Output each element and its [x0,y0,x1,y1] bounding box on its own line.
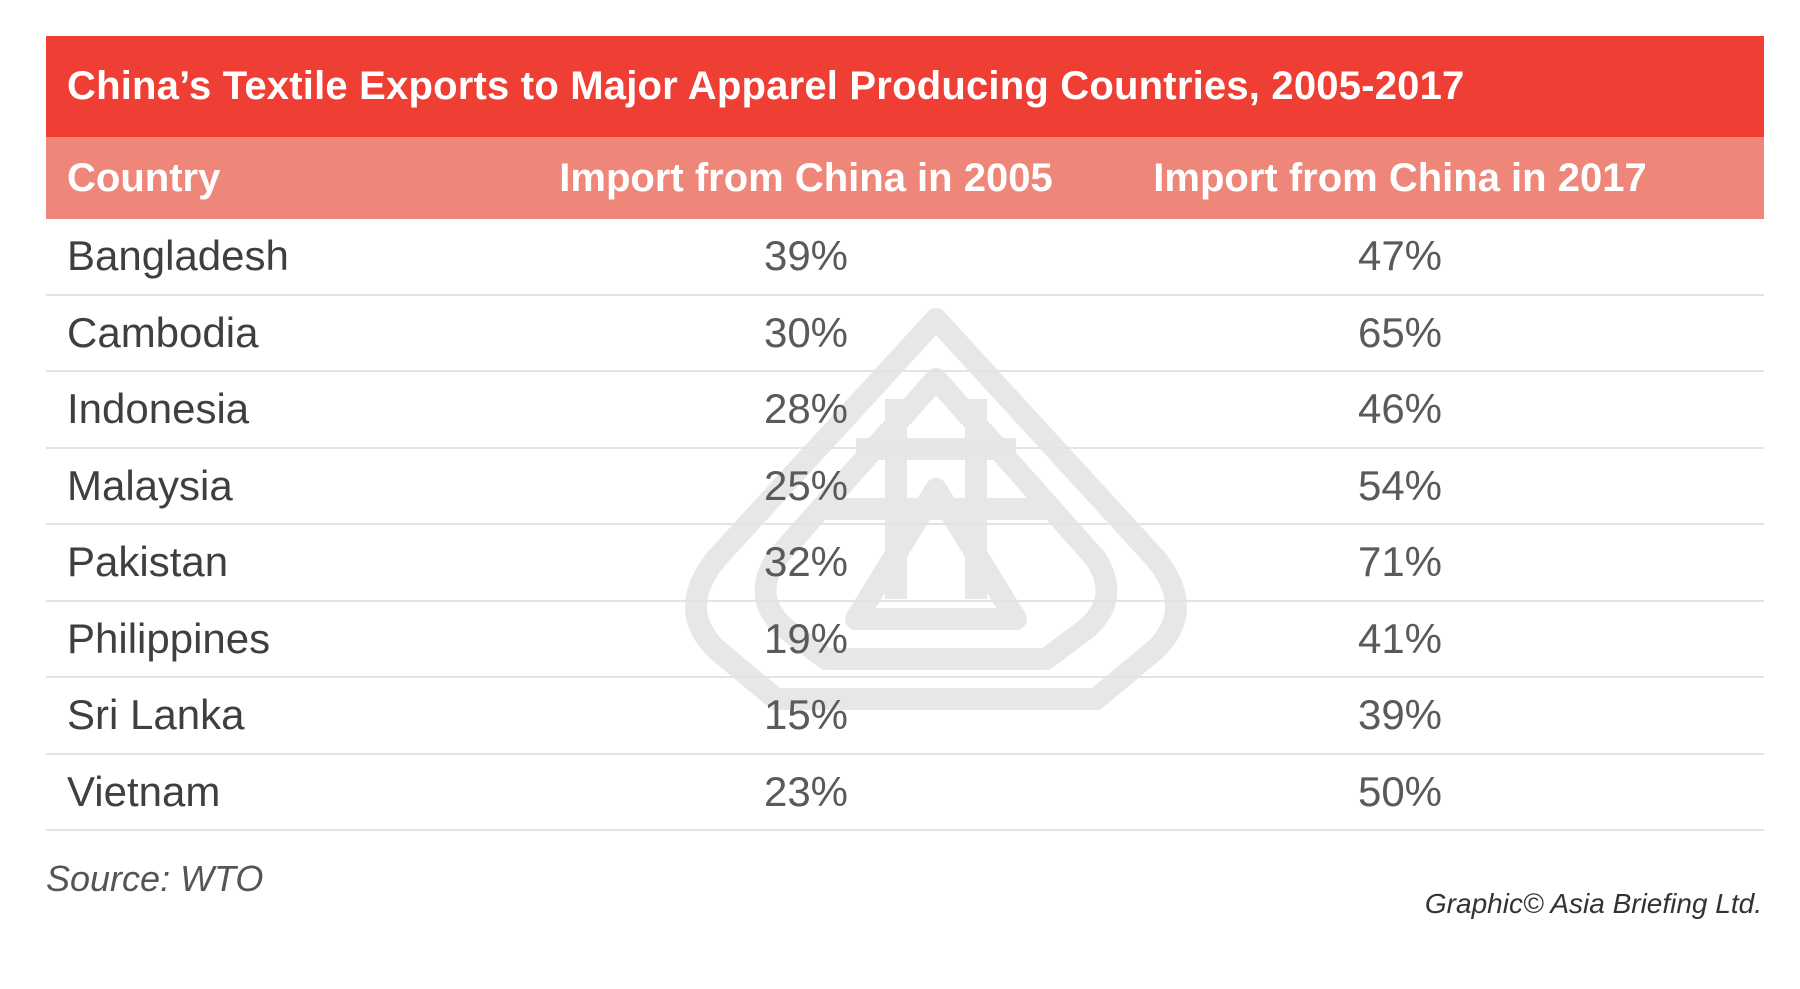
header-country: Country [67,155,221,200]
table-row: Cambodia 30% 65% [46,296,1764,372]
cell-2005: 28% [763,385,849,433]
cell-2017: 54% [1357,461,1443,509]
cell-2017: 39% [1357,691,1443,739]
cell-2017: 50% [1357,767,1443,815]
cell-country: Philippines [67,614,271,662]
cell-2005: 39% [763,232,849,280]
data-table: Country Import from China in 2005 Import… [46,137,1764,831]
graphic-credit: Graphic© Asia Briefing Ltd. [1424,888,1762,919]
cell-2005: 23% [763,767,849,815]
table-card: China’s Textile Exports to Major Apparel… [46,36,1764,831]
cell-2005: 32% [763,538,849,586]
table-row: Vietnam 23% 50% [46,755,1764,831]
cell-country: Vietnam [67,767,221,815]
table-row: Indonesia 28% 46% [46,372,1764,449]
cell-country: Pakistan [67,538,229,586]
cell-country: Cambodia [67,308,259,356]
header-import-2017: Import from China in 2017 [1153,155,1647,200]
cell-country: Malaysia [67,461,233,509]
cell-2005: 30% [763,308,849,356]
cell-2005: 19% [763,614,849,662]
table-row: Philippines 19% 41% [46,602,1764,678]
cell-country: Sri Lanka [67,691,245,739]
cell-country: Indonesia [67,385,250,433]
cell-2017: 46% [1357,385,1443,433]
table-body: Bangladesh 39% 47% Cambodia 30% 65% Indo… [46,219,1764,831]
cell-2005: 25% [763,461,849,509]
source-note: Source: WTO [46,858,264,899]
cell-2017: 41% [1357,614,1443,662]
table-row: Malaysia 25% 54% [46,449,1764,525]
header-import-2005: Import from China in 2005 [559,155,1053,200]
table-row: Pakistan 32% 71% [46,525,1764,602]
table-header-row: Country Import from China in 2005 Import… [46,137,1764,219]
cell-2017: 71% [1357,538,1443,586]
table-row: Sri Lanka 15% 39% [46,678,1764,755]
cell-2017: 47% [1357,232,1443,280]
cell-country: Bangladesh [67,232,289,280]
table-row: Bangladesh 39% 47% [46,219,1764,296]
cell-2005: 15% [763,691,849,739]
title-bar: China’s Textile Exports to Major Apparel… [46,36,1764,137]
chart-title: China’s Textile Exports to Major Apparel… [67,64,1465,108]
cell-2017: 65% [1357,308,1443,356]
